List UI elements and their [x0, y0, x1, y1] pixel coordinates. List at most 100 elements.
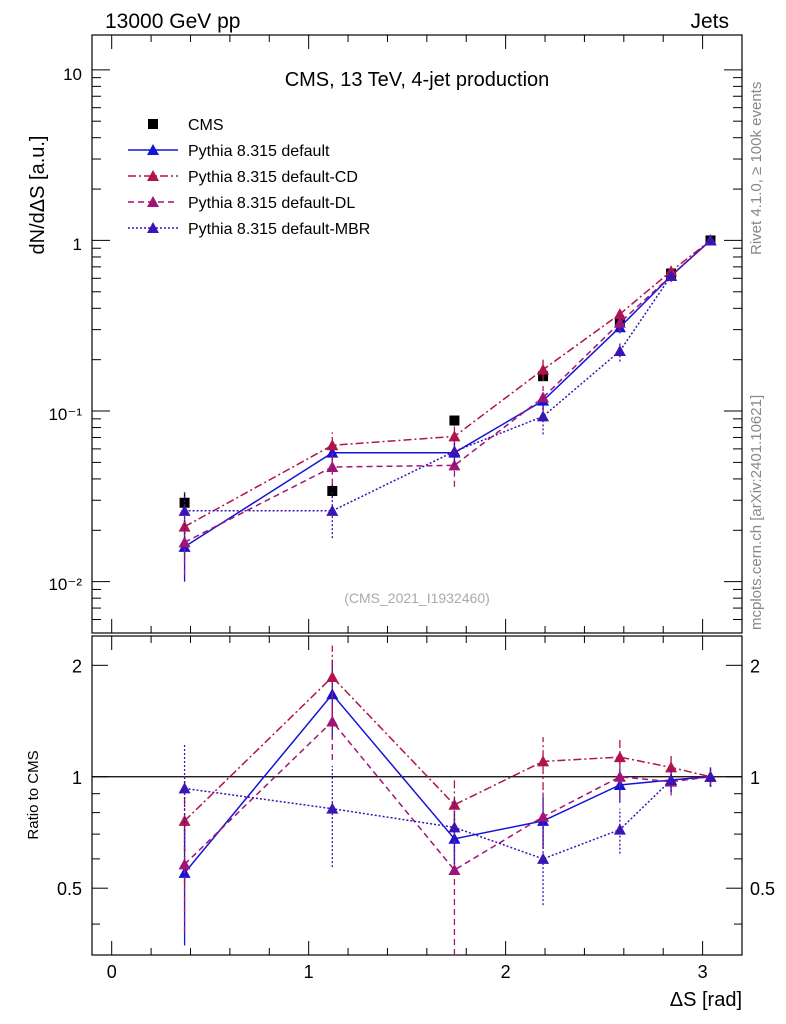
mcplots-label: mcplots.cern.ch [arXiv:2401.10621]	[748, 395, 765, 630]
mc-point	[448, 821, 461, 833]
ratio-y-tick-label: 1	[72, 768, 82, 788]
ratio-y-tick-label-right: 1	[750, 768, 760, 788]
legend: CMS Pythia 8.315 default Pythia 8.315 defa…	[128, 117, 370, 238]
main-y-ticks	[92, 35, 742, 634]
mc-point	[537, 755, 550, 767]
mc-point	[613, 316, 626, 328]
mc-point	[665, 761, 678, 773]
data-point	[179, 497, 190, 508]
mc-point	[326, 504, 339, 516]
mc-point	[537, 410, 550, 422]
series-pythia-8-315-default-dl	[178, 234, 717, 575]
mc-point	[448, 430, 461, 442]
mc-point	[613, 344, 626, 356]
mc-point	[613, 308, 626, 320]
x-tick-label: 0	[107, 962, 117, 982]
header-process: 13000 GeV pp	[105, 10, 240, 33]
ratio-panel-frame	[91, 635, 743, 956]
series-line	[184, 720, 711, 871]
series-pythia-8-315-default-dl	[178, 690, 717, 955]
y-tick-label-10: 10	[63, 65, 82, 84]
mc-point	[178, 858, 191, 870]
data-point	[449, 415, 460, 426]
series-pythia-8-315-default	[178, 234, 717, 582]
mc-point	[613, 823, 626, 835]
legend-label: Pythia 8.315 default-DL	[188, 195, 355, 212]
x-tick-label: 3	[698, 962, 708, 982]
series-pythia-8-315-default-mbr	[178, 743, 717, 906]
series-pythia-8-315-default-cd	[178, 645, 717, 886]
y-tick-label-1: 1	[73, 235, 82, 254]
legend-label: CMS	[188, 117, 224, 134]
ratio-series-group	[178, 645, 717, 955]
mc-point	[326, 715, 339, 727]
series-pythia-8-315-default-mbr	[178, 234, 717, 539]
legend-label: Pythia 8.315 default-MBR	[188, 221, 370, 238]
mc-point	[448, 832, 461, 844]
mc-point	[178, 520, 191, 532]
legend-marker	[148, 119, 158, 129]
series-pythia-8-315-default	[178, 659, 717, 946]
series-line	[184, 239, 712, 548]
legend-marker	[147, 196, 159, 207]
mc-point	[537, 363, 550, 375]
mc-point	[326, 439, 339, 451]
legend-entry: Pythia 8.315 default	[128, 143, 330, 160]
main-plot-title: CMS, 13 TeV, 4-jet production	[285, 69, 550, 91]
mc-point	[326, 802, 339, 814]
mc-point	[326, 460, 339, 472]
main-panel-frame	[91, 34, 743, 634]
series-line	[184, 239, 711, 528]
analysis-watermark: (CMS_2021_I1932460)	[344, 590, 490, 606]
series-line	[184, 675, 711, 822]
ratio-ticks: 0.5 0.5 1 1 2 2 0 1 2 3	[57, 636, 775, 982]
legend-entry: Pythia 8.315 default-MBR	[128, 221, 370, 238]
x-axis-label: ΔS [rad]	[670, 989, 742, 1011]
legend-marker	[147, 144, 159, 155]
ratio-y-tick-label-right: 0.5	[750, 879, 775, 899]
y-tick-label-1e-1: 10⁻¹	[48, 405, 82, 424]
mc-point	[665, 774, 678, 786]
ratio-y-tick-label: 0.5	[57, 879, 82, 899]
series-pythia-8-315-default-cd	[178, 234, 717, 557]
mc-point	[537, 852, 550, 864]
mc-point	[665, 269, 678, 281]
ratio-y-tick-label-right: 2	[750, 656, 760, 676]
ratio-y-axis-label: Ratio to CMS	[25, 750, 42, 839]
ratio-y-tick-label: 2	[72, 656, 82, 676]
main-series-group	[178, 234, 717, 582]
x-tick-label: 2	[501, 962, 511, 982]
mc-point	[448, 445, 461, 457]
series-line	[184, 693, 711, 874]
main-y-tick-labels: 10⁻² 10⁻¹ 1 10	[48, 65, 82, 594]
mc-point	[537, 391, 550, 403]
x-tick-label: 1	[304, 962, 314, 982]
legend-entry: Pythia 8.315 default-DL	[128, 195, 355, 212]
legend-marker	[147, 170, 159, 181]
mc-point	[537, 810, 550, 822]
data-point	[327, 485, 338, 496]
mc-point	[178, 536, 191, 548]
mc-point	[613, 770, 626, 782]
legend-marker	[147, 222, 159, 233]
series-line	[184, 776, 711, 860]
mc-point	[704, 234, 717, 246]
mc-point	[704, 770, 717, 782]
rivet-label: Rivet 4.1.0, ≥ 100k events	[748, 82, 765, 255]
mc-point	[178, 504, 191, 516]
legend-entry: CMS	[148, 117, 224, 134]
header-observable: Jets	[690, 10, 729, 33]
mc-point	[326, 446, 339, 458]
mc-point	[326, 670, 339, 682]
main-y-axis-label: dN/dΔS [a.u.]	[27, 136, 49, 255]
legend-entry: Pythia 8.315 default-CD	[128, 169, 358, 186]
mc-point	[448, 863, 461, 875]
mc-point	[613, 751, 626, 763]
series-cms	[179, 235, 716, 514]
series-line	[184, 239, 712, 512]
legend-label: Pythia 8.315 default-CD	[188, 169, 358, 186]
y-tick-label-1e-2: 10⁻²	[48, 575, 82, 594]
mc-point	[178, 782, 191, 794]
legend-label: Pythia 8.315 default	[188, 143, 330, 160]
